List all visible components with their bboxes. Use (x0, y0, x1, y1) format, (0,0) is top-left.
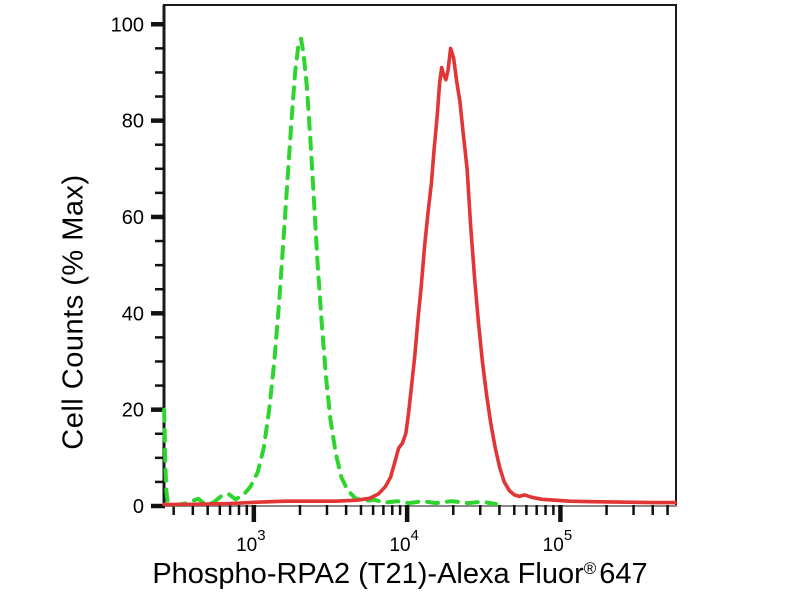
registered-trademark-symbol: ® (583, 559, 597, 578)
y-tick-label: 80 (122, 111, 144, 133)
x-tick-label: 103 (236, 527, 265, 556)
y-tick-label: 40 (122, 303, 144, 325)
x-axis-title: Phospho-RPA2 (T21)-Alexa Fluor® 647 (0, 558, 800, 591)
y-tick-label: 60 (122, 207, 144, 229)
y-tick-label: 20 (122, 400, 144, 422)
axis-tick-labels: 0 20 40 60 80 100 103 104 105 (111, 14, 573, 556)
histogram-curves (162, 36, 677, 507)
green-dashed-curve (162, 36, 498, 507)
plot-frame (162, 4, 677, 507)
y-tick-label: 100 (111, 14, 144, 36)
y-tick-label: 0 (133, 496, 144, 518)
x-tick-label: 104 (389, 527, 418, 556)
x-tick-label: 105 (543, 527, 572, 556)
red-solid-curve (162, 46, 677, 507)
y-axis-title: Cell Counts (% Max) (57, 174, 90, 450)
x-axis-title-suffix: 647 (599, 558, 648, 590)
axis-ticks (151, 22, 669, 522)
x-axis-title-main: Phospho-RPA2 (T21)-Alexa Fluor (152, 558, 584, 590)
